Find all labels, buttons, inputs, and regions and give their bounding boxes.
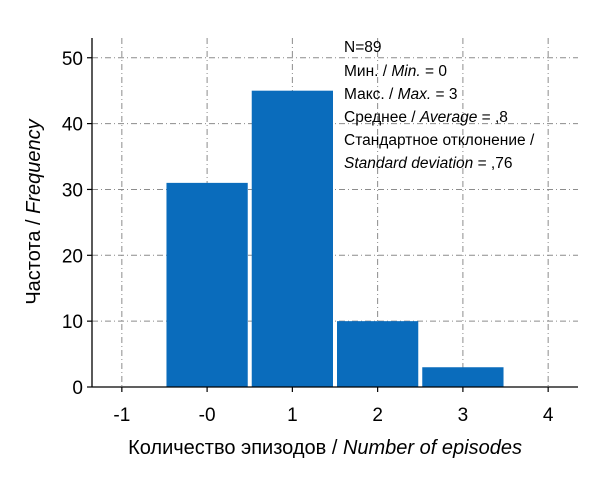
x-tick-label: 3 <box>458 405 469 426</box>
stat-sd-line1: Стандартное отклонение / <box>344 132 535 149</box>
bar-2 <box>337 321 419 387</box>
stat-mean-label-en: Average <box>419 109 478 126</box>
stat-max-label: Макс. / <box>344 86 398 103</box>
stat-max-label-en: Max. <box>398 86 432 103</box>
x-tick-label: -1 <box>113 405 130 426</box>
stat-sd-value: = ,76 <box>473 155 512 172</box>
stat-min: Мин. / Min. = 0 <box>344 63 447 80</box>
stat-min-label: Мин. / <box>344 63 391 80</box>
stat-mean-value: = ,8 <box>477 109 508 126</box>
y-tick-label: 20 <box>62 246 83 267</box>
x-axis-title-en: Number of episodes <box>343 437 522 459</box>
y-tick-label: 50 <box>62 49 83 70</box>
stat-sd-line2: Standard deviation = ,76 <box>344 155 512 172</box>
stat-min-value: = 0 <box>421 63 448 80</box>
bar-1 <box>251 90 333 387</box>
y-axis-title: Частота / Frequency <box>23 118 45 304</box>
grid-lines <box>92 38 578 388</box>
x-tick-label: 2 <box>372 405 383 426</box>
y-tick-label: 30 <box>62 180 83 201</box>
x-tick-label: -0 <box>199 405 216 426</box>
y-tick-label: 0 <box>72 378 83 399</box>
x-tick-label: 4 <box>543 405 554 426</box>
x-axis-title-ru: Количество эпизодов / <box>128 437 343 459</box>
y-axis-title-en: Frequency <box>23 118 45 213</box>
stat-n: N=89 <box>344 39 382 56</box>
stat-max-value: = 3 <box>431 86 457 103</box>
stats-box: N=89 Мин. / Min. = 0 Макс. / Max. = 3 Ср… <box>344 39 535 172</box>
bar--0 <box>166 182 248 387</box>
axes <box>87 38 578 392</box>
x-tick-labels: -1 -0 1 2 3 4 <box>113 405 553 426</box>
bars <box>166 90 504 387</box>
y-tick-label: 10 <box>62 312 83 333</box>
stat-mean-label: Среднее / <box>344 109 420 126</box>
y-tick-label: 40 <box>62 115 83 136</box>
y-tick-labels: 0 10 20 30 40 50 <box>62 49 83 399</box>
x-tick-label: 1 <box>287 405 298 426</box>
y-axis-title-ru: Частота / <box>23 214 45 305</box>
bar-3 <box>422 367 504 387</box>
stat-min-label-en: Min. <box>391 63 420 80</box>
stat-mean: Среднее / Average = ,8 <box>344 109 508 126</box>
x-axis-title: Количество эпизодов / Number of episodes <box>128 437 522 459</box>
stat-sd-label-en: Standard deviation <box>344 155 473 172</box>
stat-max: Макс. / Max. = 3 <box>344 86 458 103</box>
